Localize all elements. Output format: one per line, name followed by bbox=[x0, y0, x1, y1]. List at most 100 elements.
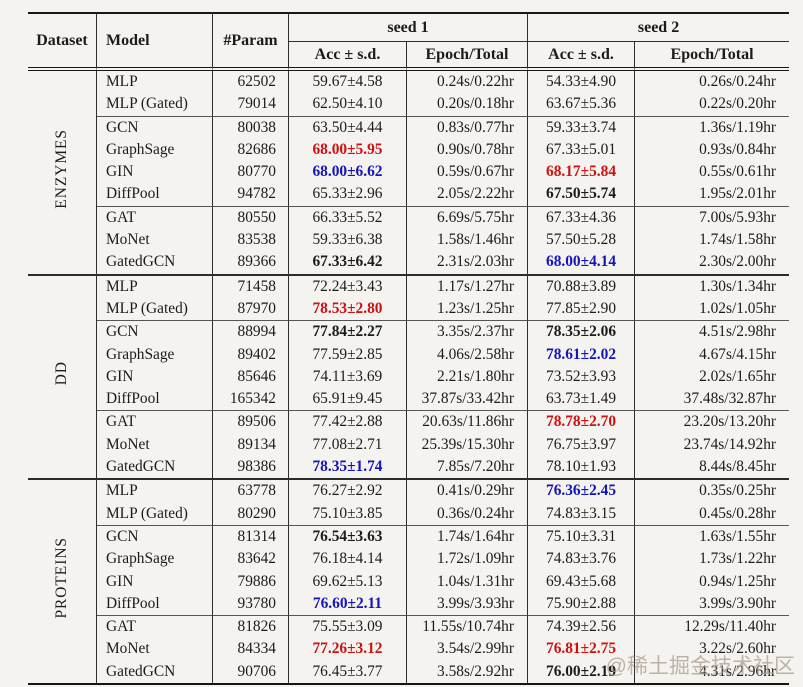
seed1-epoch-time: 3.58s/2.92hr bbox=[407, 660, 529, 684]
param-count: 80290 bbox=[213, 502, 289, 525]
seed2-epoch-time: 8.44s/8.45hr bbox=[699, 458, 777, 476]
model-name: MLP bbox=[97, 273, 213, 298]
param-count: 71458 bbox=[213, 273, 289, 298]
table-row: MLP (Gated) 87970 78.53±2.80 1.23s/1.25hr 77… bbox=[28, 297, 789, 321]
seed2-acc: 75.10±3.31 bbox=[528, 524, 636, 549]
seed2-acc: 68.17±5.84 bbox=[528, 161, 636, 184]
seed2-epoch-time: 0.93s/0.84hr bbox=[699, 140, 777, 158]
model-name: MoNet bbox=[97, 638, 213, 661]
table-row: GatedGCN 89366 67.33±6.42 2.31s/2.03hr 68.00… bbox=[28, 251, 789, 274]
seed2-acc: 67.33±4.36 bbox=[528, 205, 636, 230]
seed2-epoch-time: 37.48s/32.87hr bbox=[683, 390, 777, 408]
col-header-epoch-seed1: Epoch/Total bbox=[407, 42, 529, 71]
seed2-epoch-time: 1.02s/1.05hr bbox=[699, 299, 777, 317]
table-row: DD MLP 71458 72.24±3.43 1.17s/1.27hr 70.88±3.… bbox=[28, 273, 790, 479]
seed1-acc: 59.67±4.58 bbox=[289, 71, 407, 94]
seed2-epoch-time: 4.51s/2.98hr bbox=[635, 320, 790, 343]
model-name: GAT bbox=[97, 615, 213, 639]
header-row-sub: Acc ± s.d. Epoch/Total Acc ± s.d. Epoch/… bbox=[28, 42, 790, 71]
seed1-epoch-time: 0.20s/0.18hr bbox=[407, 93, 529, 116]
seed2-epoch-time: 23.20s/13.20hr bbox=[635, 410, 790, 433]
table-row: DiffPool 93780 76.60±2.11 3.99s/3.93hr 75.90… bbox=[28, 592, 789, 616]
seed2-acc: 74.83±3.76 bbox=[528, 548, 636, 571]
seed1-epoch-time: 37.87s/33.42hr bbox=[407, 388, 529, 411]
seed2-acc: 78.10±1.93 bbox=[528, 456, 636, 479]
seed1-acc: 78.35±1.74 bbox=[289, 456, 407, 479]
model-name: DiffPool bbox=[97, 592, 213, 616]
seed1-epoch-time: 6.69s/5.75hr bbox=[407, 205, 529, 230]
model-name: MLP (Gated) bbox=[97, 297, 213, 321]
seed1-acc: 76.45±3.77 bbox=[289, 660, 407, 684]
seed1-acc: 74.11±3.69 bbox=[289, 365, 407, 389]
seed2-epoch-time: 0.22s/0.20hr bbox=[699, 95, 777, 113]
seed1-acc: 67.33±6.42 bbox=[289, 251, 407, 274]
col-header-epoch-seed2: Epoch/Total bbox=[635, 42, 790, 71]
seed1-acc: 76.54±3.63 bbox=[289, 524, 407, 549]
seed2-acc: 54.33±4.90 bbox=[528, 71, 636, 94]
col-header-model: Model bbox=[97, 14, 213, 71]
model-name: GIN bbox=[97, 161, 213, 184]
param-count: 88994 bbox=[213, 320, 289, 344]
seed1-epoch-time: 1.17s/1.27hr bbox=[407, 273, 529, 298]
seed1-acc: 76.60±2.11 bbox=[289, 592, 407, 616]
seed1-epoch-time: 2.21s/1.80hr bbox=[407, 365, 529, 389]
seed1-acc: 77.84±2.27 bbox=[289, 320, 407, 344]
dataset-label: PROTEINS bbox=[28, 478, 97, 684]
seed1-acc: 77.42±2.88 bbox=[289, 410, 407, 434]
model-name: GCN bbox=[97, 320, 213, 344]
model-name: MLP bbox=[97, 478, 213, 503]
seed1-acc: 65.33±2.96 bbox=[289, 183, 407, 206]
table-header: Dataset Model #Param seed 1 seed 2 Acc ±… bbox=[28, 14, 790, 71]
col-header-acc-seed1: Acc ± s.d. bbox=[289, 42, 407, 71]
table-row: GIN 85646 74.11±3.69 2.21s/1.80hr 73.52±3.93… bbox=[28, 365, 789, 389]
dataset-label: DD bbox=[28, 273, 97, 479]
model-name: GAT bbox=[97, 410, 213, 434]
seed2-epoch-time: 1.74s/1.58hr bbox=[699, 231, 777, 249]
seed1-epoch-time: 0.83s/0.77hr bbox=[407, 115, 529, 139]
seed2-epoch-time: 1.63s/1.55hr bbox=[635, 524, 790, 548]
model-name: GraphSage bbox=[97, 548, 213, 571]
table-row: GCN 88994 77.84±2.27 3.35s/2.37hr 78.35±2.06… bbox=[28, 320, 790, 344]
table-row: GAT 89506 77.42±2.88 20.63s/11.86hr 78.78±2.… bbox=[28, 410, 790, 434]
seed1-acc: 76.18±4.14 bbox=[289, 548, 407, 571]
seed1-epoch-time: 1.72s/1.09hr bbox=[407, 548, 529, 571]
table-row: PROTEINS MLP 63778 76.27±2.92 0.41s/0.29hr 76… bbox=[28, 478, 790, 684]
seed1-epoch-time: 20.63s/11.86hr bbox=[407, 410, 529, 434]
seed2-epoch-time: 0.45s/0.28hr bbox=[699, 504, 777, 522]
dataset-label: ENZYMES bbox=[28, 71, 97, 274]
seed1-epoch-time: 0.59s/0.67hr bbox=[407, 161, 529, 184]
model-name: DiffPool bbox=[97, 388, 213, 411]
seed2-acc: 63.73±1.49 bbox=[528, 388, 636, 411]
param-count: 82686 bbox=[213, 138, 289, 162]
seed1-epoch-time: 3.35s/2.37hr bbox=[407, 320, 529, 344]
seed2-epoch-time: 2.30s/2.00hr bbox=[699, 253, 777, 271]
seed2-acc: 77.85±2.90 bbox=[528, 297, 636, 321]
seed1-acc: 69.62±5.13 bbox=[289, 570, 407, 593]
header-row-top: Dataset Model #Param seed 1 seed 2 bbox=[28, 14, 790, 71]
seed2-acc: 76.75±3.97 bbox=[528, 433, 636, 457]
model-name: GIN bbox=[97, 365, 213, 389]
table-row: ENZYMES MLP 62502 59.67±4.58 0.24s/0.22hr 54.… bbox=[28, 71, 789, 274]
seed2-epoch-time: 1.95s/2.01hr bbox=[699, 185, 777, 203]
seed2-acc: 57.50±5.28 bbox=[528, 229, 636, 252]
param-count: 83642 bbox=[213, 548, 289, 571]
seed1-acc: 77.08±2.71 bbox=[289, 433, 407, 457]
seed1-acc: 63.50±4.44 bbox=[289, 115, 407, 139]
seed1-acc: 77.59±2.85 bbox=[289, 343, 407, 366]
seed1-acc: 68.00±5.95 bbox=[289, 138, 407, 162]
seed2-epoch-time: 3.99s/3.90hr bbox=[699, 594, 777, 612]
param-count: 83538 bbox=[213, 229, 289, 252]
seed2-epoch-time: 23.74s/14.92hr bbox=[683, 435, 777, 453]
seed1-acc: 62.50±4.10 bbox=[289, 93, 407, 116]
dataset-label-text: DD bbox=[53, 361, 71, 386]
seed1-epoch-time: 3.99s/3.93hr bbox=[407, 592, 529, 616]
table-row: GraphSage 83642 76.18±4.14 1.72s/1.09hr 74.8… bbox=[28, 548, 789, 571]
param-count: 79886 bbox=[213, 570, 289, 593]
model-name: MoNet bbox=[97, 433, 213, 457]
table-row: DiffPool 165342 65.91±9.45 37.87s/33.42hr 63… bbox=[28, 388, 789, 411]
seed2-acc: 78.35±2.06 bbox=[528, 320, 636, 344]
table-row: MLP (Gated) 79014 62.50±4.10 0.20s/0.18hr 63… bbox=[28, 93, 789, 116]
model-name: GAT bbox=[97, 205, 213, 230]
seed2-epoch-time: 4.67s/4.15hr bbox=[699, 345, 777, 363]
